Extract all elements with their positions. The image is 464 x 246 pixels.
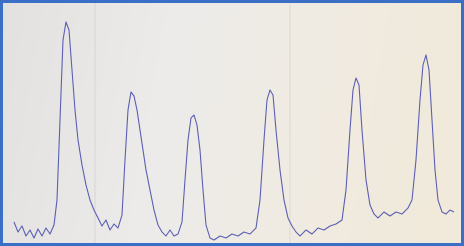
chart bbox=[0, 0, 464, 246]
signal-line bbox=[14, 22, 454, 240]
page: (() => { const data = JSON.parse(documen… bbox=[0, 0, 464, 246]
